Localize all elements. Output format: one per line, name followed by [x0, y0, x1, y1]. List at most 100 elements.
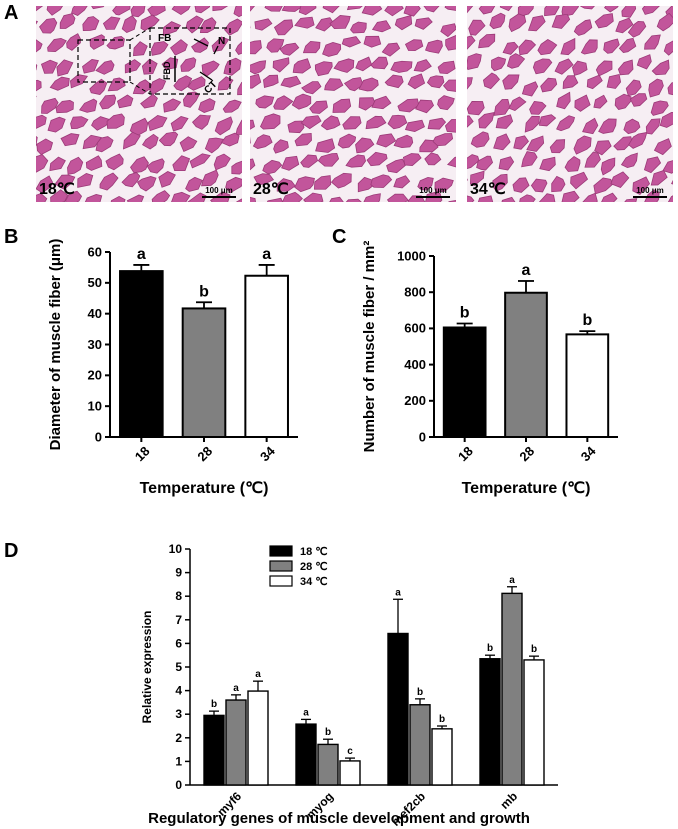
- muscle-fiber: [492, 173, 508, 192]
- muscle-fiber: [636, 54, 652, 70]
- muscle-fiber: [365, 115, 387, 130]
- x-tick-label: 18: [455, 443, 476, 464]
- bar-mb-0: [479, 658, 501, 786]
- muscle-fiber: [381, 42, 401, 57]
- muscle-fiber: [656, 12, 673, 32]
- muscle-fiber: [586, 74, 603, 90]
- bar-mef2cb-1: [409, 704, 431, 786]
- muscle-fiber: [594, 140, 612, 156]
- muscle-fiber: [147, 115, 168, 132]
- significance-letter: a: [137, 246, 146, 263]
- muscle-fiber: [211, 36, 230, 53]
- muscle-fiber: [598, 118, 617, 134]
- muscle-fiber: [467, 53, 482, 71]
- muscle-fiber: [273, 139, 289, 154]
- muscle-fiber: [621, 6, 637, 18]
- muscle-fiber: [653, 138, 672, 156]
- muscle-fiber: [264, 6, 284, 12]
- muscle-fiber: [413, 59, 432, 72]
- muscle-fiber: [199, 17, 217, 34]
- muscle-fiber: [79, 98, 98, 113]
- bar-18: [442, 326, 487, 438]
- muscle-fiber: [223, 57, 242, 76]
- bar-28: [504, 291, 548, 438]
- muscle-fiber: [467, 77, 473, 93]
- micrograph-34-scale-text: 100 μm: [636, 186, 664, 195]
- y-axis-title: Diameter of muscle fiber (μm): [47, 239, 64, 451]
- muscle-fiber: [572, 60, 588, 76]
- muscle-fiber: [252, 134, 273, 149]
- muscle-fiber: [301, 81, 322, 95]
- significance-letter: b: [487, 643, 493, 654]
- muscle-fiber: [495, 114, 514, 129]
- muscle-fiber: [121, 171, 141, 188]
- muscle-fiber: [137, 176, 157, 192]
- micrograph-28-image: [250, 6, 456, 202]
- muscle-fiber: [478, 33, 496, 49]
- muscle-fiber: [499, 6, 516, 12]
- muscle-fiber: [628, 131, 648, 149]
- muscle-fiber: [506, 53, 526, 69]
- muscle-fiber: [386, 193, 409, 202]
- muscle-fiber: [235, 118, 242, 136]
- muscle-fiber: [273, 19, 294, 36]
- muscle-fiber: [83, 194, 103, 202]
- muscle-fiber: [361, 6, 383, 16]
- y-tick-label: 6: [175, 636, 182, 650]
- muscle-fiber: [179, 136, 198, 153]
- muscle-fiber: [36, 154, 49, 173]
- muscle-fiber: [263, 197, 285, 202]
- legend-label: 28 ℃: [300, 561, 328, 573]
- muscle-fiber: [376, 133, 397, 148]
- muscle-fiber: [526, 135, 545, 152]
- muscle-fiber: [426, 75, 445, 89]
- muscle-fiber: [231, 159, 242, 175]
- annotation-n: N: [218, 36, 225, 47]
- muscle-fiber: [444, 6, 456, 11]
- scale-bar: [633, 196, 667, 198]
- muscle-fiber: [66, 33, 81, 51]
- muscle-fiber: [287, 120, 305, 134]
- muscle-fiber: [619, 198, 638, 202]
- micrograph-28: 28℃ 100 μm: [250, 6, 456, 202]
- muscle-fiber: [444, 118, 456, 133]
- muscle-fiber: [95, 136, 114, 153]
- muscle-fiber: [362, 193, 381, 202]
- bar-myog-2: [339, 760, 361, 786]
- muscle-fiber: [467, 101, 485, 116]
- muscle-fiber: [106, 113, 125, 129]
- muscle-fiber: [620, 152, 638, 169]
- muscle-fiber: [573, 135, 592, 155]
- micrograph-18-scale: 100 μm: [202, 186, 236, 198]
- y-tick-label: 50: [88, 275, 102, 290]
- muscle-fiber: [173, 75, 193, 92]
- bar-18: [119, 270, 164, 438]
- muscle-fiber: [54, 174, 76, 190]
- muscle-fiber: [337, 133, 357, 149]
- muscle-fiber: [36, 38, 43, 56]
- muscle-fiber: [158, 171, 176, 188]
- muscle-fiber: [593, 177, 613, 195]
- muscle-fiber: [346, 6, 368, 11]
- muscle-fiber: [427, 117, 447, 130]
- muscle-fiber: [313, 175, 332, 190]
- chart-d-expression: 012345678910baamyf6abcmyogabbmef2cbbabmb…: [140, 542, 558, 829]
- muscle-fiber: [47, 116, 66, 133]
- muscle-fiber: [146, 158, 165, 174]
- muscle-fiber: [561, 6, 580, 17]
- muscle-fiber: [629, 93, 648, 107]
- muscle-fiber: [158, 131, 179, 147]
- muscle-fiber: [363, 35, 382, 48]
- micrograph-18-temp: 18℃: [39, 181, 75, 198]
- muscle-fiber: [584, 151, 601, 168]
- micrograph-annotations: FB N FBD CT: [77, 27, 231, 96]
- muscle-fiber: [404, 119, 425, 133]
- muscle-fiber: [46, 6, 66, 16]
- muscle-fiber: [121, 15, 137, 33]
- muscle-fiber: [493, 133, 511, 151]
- y-tick-label: 5: [175, 660, 182, 674]
- muscle-fiber: [538, 193, 556, 202]
- muscle-fiber: [99, 94, 117, 110]
- muscle-fiber: [606, 74, 622, 89]
- muscle-fiber: [224, 18, 242, 36]
